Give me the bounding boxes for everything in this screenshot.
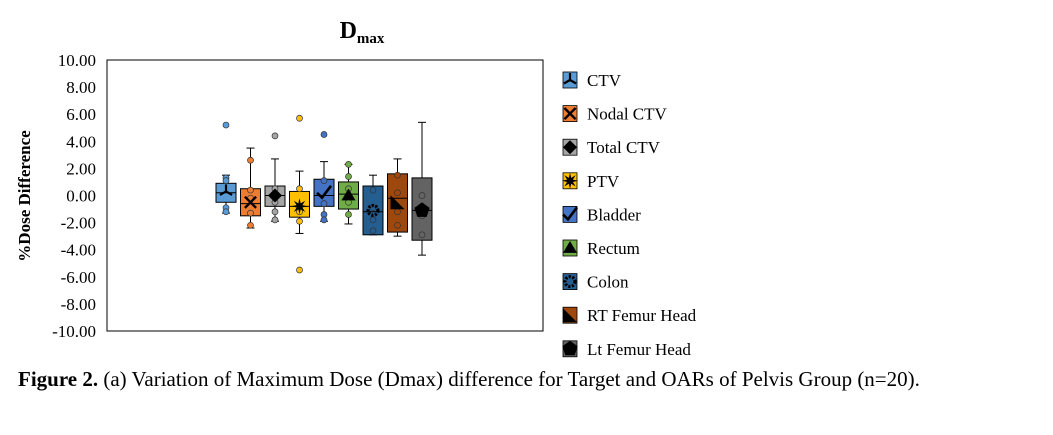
data-point	[345, 160, 352, 168]
legend-marker	[563, 241, 577, 253]
mean-marker	[366, 203, 380, 217]
data-point	[222, 177, 230, 184]
chart: Dmax %Dose Difference 10.00 8.00 6.00 4.00 2.0…	[15, 18, 697, 359]
boxplot-chart: Dmax %Dose Difference 10.00 8.00 6.00 4.00 2.0…	[15, 18, 697, 359]
y-tick-label: -6.00	[61, 268, 96, 287]
chart-title-main: D	[340, 18, 357, 44]
legend-label: Lt Femur Head	[587, 340, 691, 359]
data-point	[320, 177, 328, 184]
legend-marker	[563, 107, 577, 121]
legend-label: Total CTV	[587, 138, 661, 157]
mean-marker	[414, 202, 430, 217]
legend-marker	[563, 73, 577, 85]
data-point	[369, 227, 377, 235]
y-tick-label: 6.00	[66, 105, 96, 124]
legend-label: Nodal CTV	[587, 105, 668, 124]
data-point	[296, 266, 303, 274]
legend-marker	[563, 275, 577, 289]
data-point	[369, 216, 377, 224]
legend-marker	[562, 206, 579, 222]
caption-label: Figure 2.	[18, 367, 99, 391]
data-point	[222, 121, 230, 129]
data-point	[296, 217, 303, 225]
data-point	[418, 192, 426, 199]
mean-marker	[244, 195, 257, 209]
figure-caption: Figure 2. (a) Variation of Maximum Dose …	[18, 366, 1038, 393]
legend-label: Bladder	[587, 205, 641, 224]
data-point	[345, 173, 352, 180]
chart-title: Dmax	[340, 18, 385, 47]
legend-label: RT Femur Head	[587, 306, 697, 325]
y-tick-label: 0.00	[66, 187, 96, 206]
y-tick-label: 4.00	[66, 132, 96, 151]
data-point	[296, 185, 303, 193]
data-point	[394, 189, 401, 197]
data-point	[247, 156, 254, 164]
plot-area-frame	[106, 59, 544, 332]
y-tick-label: -4.00	[61, 241, 96, 260]
mean-marker	[219, 184, 233, 196]
data-point	[320, 200, 328, 207]
legend-marker	[562, 172, 578, 189]
y-tick-label: -8.00	[61, 295, 96, 314]
data-point	[247, 209, 254, 217]
legend-label: CTV	[587, 71, 622, 90]
mean-marker	[390, 195, 405, 210]
mean-marker	[268, 188, 282, 203]
data-point	[247, 186, 254, 194]
data-point	[394, 208, 401, 216]
mean-marker	[291, 198, 308, 215]
mean-marker	[316, 185, 333, 200]
data-point	[271, 208, 279, 216]
data-point	[271, 132, 279, 140]
data-point	[345, 211, 352, 218]
y-tick-label: 10.00	[58, 51, 96, 70]
legend-marker	[562, 340, 578, 356]
data-point	[394, 221, 401, 229]
legend-label: PTV	[587, 172, 620, 191]
legend-marker	[563, 308, 577, 323]
legend-marker	[563, 140, 577, 155]
y-tick-label: 8.00	[66, 78, 96, 97]
y-tick-label: 2.00	[66, 159, 96, 178]
data-point	[247, 221, 254, 229]
caption-text: (a) Variation of Maximum Dose (Dmax) dif…	[98, 367, 920, 391]
data-point	[394, 171, 401, 179]
chart-title-sub: max	[357, 31, 385, 47]
y-tick-label: -2.00	[61, 214, 96, 233]
y-axis-label: %Dose Difference	[15, 130, 34, 262]
data-point	[296, 114, 303, 122]
data-point	[271, 216, 279, 224]
data-point	[320, 216, 328, 224]
data-point	[222, 208, 230, 216]
mean-marker	[341, 188, 356, 201]
legend-label: Colon	[587, 273, 629, 292]
legend-label: Rectum	[587, 239, 640, 258]
data-point	[369, 186, 377, 194]
y-tick-label: -10.00	[52, 322, 96, 341]
data-point	[418, 231, 426, 239]
data-point	[320, 131, 328, 138]
